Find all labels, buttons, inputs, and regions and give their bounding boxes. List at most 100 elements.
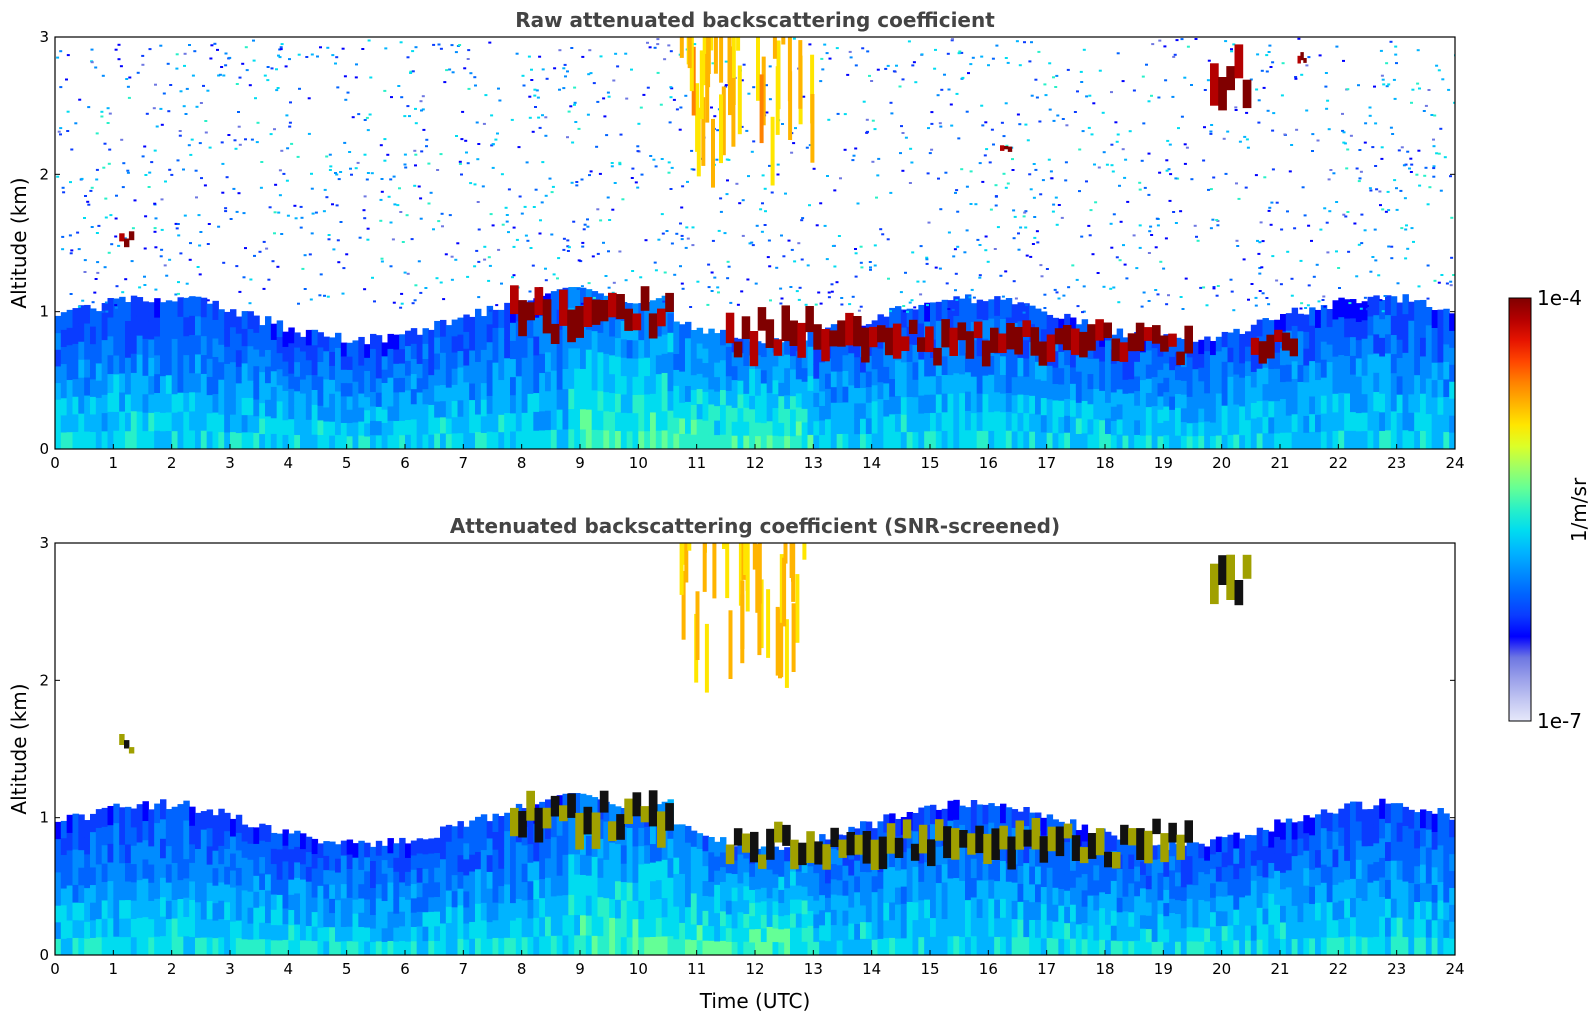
noise-speckle xyxy=(598,172,602,175)
noise-speckle xyxy=(680,234,684,237)
noise-speckle xyxy=(537,116,541,119)
backscatter-cell xyxy=(1011,394,1019,414)
backscatter-cell xyxy=(1093,342,1100,359)
noise-speckle xyxy=(588,174,591,177)
backscatter-cell xyxy=(486,888,494,906)
backscatter-cell xyxy=(78,814,85,833)
backscatter-cell xyxy=(78,431,85,449)
noise-speckle xyxy=(794,127,797,130)
backscatter-cell xyxy=(84,887,91,905)
backscatter-cell xyxy=(1099,390,1106,406)
backscatter-cell xyxy=(784,367,791,382)
noise-speckle xyxy=(902,310,906,313)
backscatter-cell xyxy=(1046,365,1054,383)
backscatter-cell xyxy=(702,391,709,407)
backscatter-cell xyxy=(749,863,756,877)
backscatter-cell xyxy=(119,410,126,431)
backscatter-cell xyxy=(311,374,319,390)
backscatter-cell xyxy=(1035,431,1042,449)
backscatter-cell xyxy=(632,864,639,883)
noise-speckle xyxy=(1435,152,1439,155)
noise-speckle xyxy=(380,260,384,263)
backscatter-cell xyxy=(650,356,657,376)
backscatter-cell xyxy=(836,894,844,911)
backscatter-cell xyxy=(1087,433,1094,449)
backscatter-cell xyxy=(1064,364,1071,383)
backscatter-cell xyxy=(125,825,132,845)
backscatter-cell xyxy=(848,874,855,892)
backscatter-cell xyxy=(416,349,424,364)
backscatter-cell xyxy=(399,940,406,955)
backscatter-cell xyxy=(440,922,447,940)
noise-speckle xyxy=(969,203,973,205)
noise-speckle xyxy=(523,205,527,208)
backscatter-cell xyxy=(1420,355,1427,376)
backscatter-cell xyxy=(801,858,809,873)
noise-speckle xyxy=(424,287,428,289)
noise-speckle xyxy=(1359,307,1363,310)
noise-speckle xyxy=(660,213,664,216)
backscatter-cell xyxy=(1320,377,1328,396)
backscatter-cell xyxy=(1262,367,1269,385)
noise-speckle xyxy=(713,276,717,279)
backscatter-cell xyxy=(195,848,202,867)
noise-speckle xyxy=(1207,59,1211,62)
backscatter-cell xyxy=(982,412,989,432)
backscatter-cell xyxy=(416,420,424,436)
backscatter-cell xyxy=(154,898,161,918)
backscatter-cell xyxy=(930,412,937,432)
noise-speckle xyxy=(835,281,839,284)
backscatter-cell xyxy=(737,380,744,395)
backscatter-cell xyxy=(1005,298,1013,318)
backscatter-cell xyxy=(865,938,873,955)
backscatter-cell xyxy=(136,392,144,412)
noise-speckle xyxy=(128,76,132,79)
virga-streak xyxy=(759,74,764,144)
backscatter-cell xyxy=(183,819,190,840)
backscatter-cell xyxy=(667,312,674,333)
noise-speckle xyxy=(409,70,413,73)
backscatter-cell xyxy=(632,936,639,955)
backscatter-cell xyxy=(743,857,750,873)
noise-speckle xyxy=(1271,61,1275,64)
backscatter-cell xyxy=(860,371,867,388)
backscatter-cell xyxy=(871,907,879,924)
noise-speckle xyxy=(429,191,433,194)
noise-speckle xyxy=(204,131,208,134)
backscatter-cell xyxy=(749,408,756,423)
backscatter-cell xyxy=(1239,348,1246,364)
noise-speckle xyxy=(1230,50,1234,53)
backscatter-cell xyxy=(445,325,453,342)
backscatter-cell xyxy=(247,923,254,940)
noise-speckle xyxy=(198,244,202,247)
backscatter-cell xyxy=(107,805,114,826)
backscatter-cell xyxy=(842,880,849,896)
noise-speckle xyxy=(835,47,839,50)
backscatter-cell xyxy=(1070,350,1077,368)
noise-speckle xyxy=(980,55,984,58)
noise-speckle xyxy=(176,223,180,225)
backscatter-cell xyxy=(1064,381,1071,399)
backscatter-cell xyxy=(235,316,243,334)
backscatter-cell xyxy=(1385,295,1392,316)
backscatter-cell xyxy=(276,400,284,418)
backscatter-cell xyxy=(1192,435,1199,449)
backscatter-cell xyxy=(265,399,272,417)
backscatter-cell xyxy=(655,373,663,394)
noise-speckle xyxy=(368,113,372,116)
backscatter-cell xyxy=(1145,392,1153,408)
backscatter-cell xyxy=(253,923,260,940)
backscatter-cell xyxy=(119,391,126,412)
noise-speckle xyxy=(336,239,340,242)
backscatter-cell xyxy=(212,902,219,921)
backscatter-cell xyxy=(1437,431,1444,449)
noise-speckle xyxy=(745,129,749,132)
backscatter-cell xyxy=(340,869,348,885)
backscatter-cell xyxy=(265,890,272,907)
backscatter-cell xyxy=(545,351,552,372)
noise-speckle xyxy=(414,284,418,287)
backscatter-cell xyxy=(189,862,196,882)
noise-speckle xyxy=(1418,184,1422,187)
backscatter-cell xyxy=(1210,394,1217,410)
noise-speckle xyxy=(284,65,288,68)
